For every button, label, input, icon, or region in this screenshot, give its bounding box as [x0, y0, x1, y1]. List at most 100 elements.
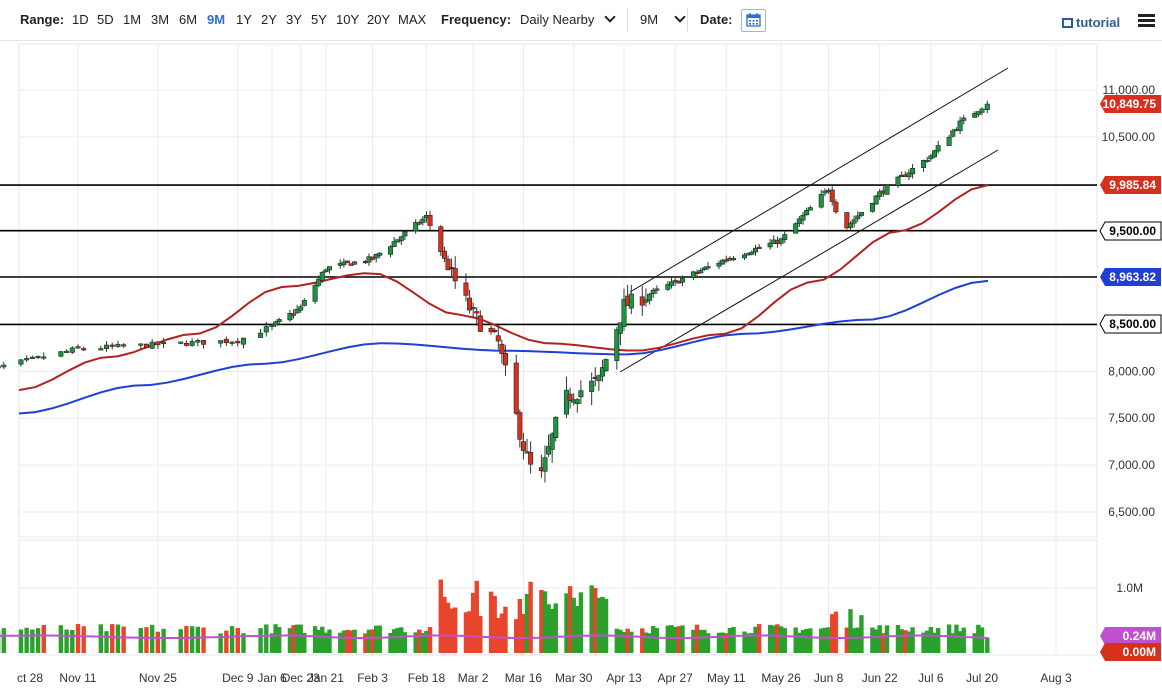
range-5d-button[interactable]: 5D	[97, 12, 114, 27]
toolbar: Range: 1D 5D 1M 3M 6M 9M 1Y 2Y 3Y 5Y 10Y…	[0, 0, 1162, 41]
volume-bar	[492, 596, 497, 653]
volume-bar	[808, 628, 813, 653]
candle-body	[402, 231, 408, 237]
volume-bar	[884, 625, 890, 653]
volume-bar	[899, 629, 904, 653]
volume-bar	[258, 628, 263, 653]
price-tick-label: 10,500.00	[1102, 130, 1156, 144]
volume-bar	[830, 614, 835, 653]
candle-body	[294, 308, 300, 314]
volume-bar	[298, 624, 303, 653]
divider	[627, 8, 628, 32]
range-2y-button[interactable]: 2Y	[261, 12, 277, 27]
volume-bar	[184, 625, 189, 653]
volume-last-tag-box	[1100, 627, 1161, 645]
volume-bar	[70, 630, 75, 653]
range-label: Range:	[20, 12, 65, 27]
volume-bar	[665, 625, 671, 653]
range-1d-button[interactable]: 1D	[72, 12, 89, 27]
volume-bar	[549, 608, 555, 653]
volume-bar	[782, 628, 787, 653]
volume-tick-label: 1.0M	[1116, 581, 1143, 595]
volume-bar	[24, 627, 29, 653]
candle-body	[979, 108, 985, 113]
range-3m-button[interactable]: 3M	[151, 12, 170, 27]
volume-bar	[269, 633, 275, 653]
volume-bar	[797, 632, 802, 653]
candle-body	[665, 284, 671, 290]
volume-bar	[81, 626, 86, 653]
price-chart[interactable]: 11,000.00 10,500.00 8,000.00 7,500.00 7,000.…	[0, 40, 1162, 693]
volume-bar	[521, 614, 526, 653]
last-price-tag-box	[1100, 95, 1161, 113]
range-10y-button[interactable]: 10Y	[336, 12, 360, 27]
level-tag-9985: 9,985.84	[1109, 178, 1156, 192]
calendar-icon[interactable]	[741, 9, 766, 32]
frequency-select[interactable]: Daily Nearby	[520, 11, 616, 27]
volume-bar	[564, 593, 569, 653]
candle-body	[690, 271, 696, 278]
volume-bar	[445, 602, 451, 653]
candle-body	[822, 190, 828, 194]
volume-bar	[273, 624, 278, 653]
volume-bar	[201, 627, 206, 653]
candle-body	[1, 364, 7, 368]
range-1m-button[interactable]: 1M	[123, 12, 142, 27]
volume-bar	[618, 629, 623, 653]
last-price-tag: 10,849.75	[1103, 97, 1157, 111]
range-1y-button[interactable]: 1Y	[236, 12, 252, 27]
volume-bar	[115, 624, 121, 653]
range-5y-button[interactable]: 5Y	[311, 12, 327, 27]
trend-channel	[619, 67, 1009, 373]
candle-body	[716, 262, 722, 267]
volume-bar	[377, 625, 382, 653]
volume-bar	[694, 624, 700, 653]
candle-body	[782, 234, 788, 240]
volume-bar	[793, 627, 798, 653]
volume-bar	[800, 630, 806, 653]
candle-body	[452, 268, 458, 282]
volume-bar	[417, 629, 422, 653]
range-9m-button[interactable]: 9M	[207, 12, 226, 27]
candle-body	[753, 247, 759, 253]
volume-bar	[366, 629, 372, 653]
candle-body	[316, 278, 322, 286]
candle-body	[654, 288, 660, 291]
tutorial-link[interactable]: tutorial	[1062, 15, 1120, 30]
channel-lower-line	[619, 149, 999, 373]
hamburger-menu-icon[interactable]	[1138, 14, 1155, 28]
candle-body	[668, 281, 674, 286]
candle-body	[189, 341, 195, 346]
range-20y-button[interactable]: 20Y	[367, 12, 391, 27]
volume-bar	[241, 633, 246, 653]
volume-bar	[395, 627, 400, 653]
volume-bar	[276, 626, 282, 653]
candle-body	[975, 111, 981, 115]
candle-body	[121, 344, 127, 347]
range-6m-button[interactable]: 6M	[179, 12, 198, 27]
range-max-button[interactable]: MAX	[398, 12, 427, 27]
range-3y-button[interactable]: 3Y	[286, 12, 302, 27]
period-select[interactable]: 9M	[640, 11, 686, 27]
volume-bar	[625, 628, 630, 653]
volume-bar	[727, 627, 733, 653]
volume-bar	[402, 632, 408, 653]
candle-body	[984, 103, 990, 110]
volume-bar	[488, 591, 494, 653]
candle-body	[621, 299, 627, 327]
volume-bar	[427, 627, 433, 653]
volume-bar	[756, 624, 762, 653]
candle-body	[377, 252, 383, 256]
volume-bar	[672, 626, 678, 653]
candle-body	[445, 258, 451, 271]
volume-bar	[539, 589, 544, 653]
candle-body	[195, 340, 201, 343]
candle-body	[470, 307, 476, 310]
candle-body	[513, 362, 519, 414]
candle-body	[273, 321, 279, 326]
candle-body	[276, 319, 282, 322]
candle-body	[326, 266, 332, 271]
volume-bar	[906, 631, 912, 653]
volume-bar	[640, 628, 645, 653]
candle-body	[756, 246, 762, 249]
